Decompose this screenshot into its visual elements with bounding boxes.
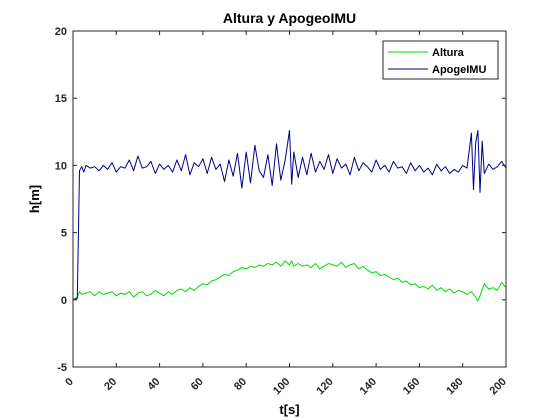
y-tick-label: -5 xyxy=(57,362,67,374)
x-tick-label: 140 xyxy=(358,376,379,397)
legend-label-apogeimu: ApogeIMU xyxy=(432,64,486,76)
y-tick-label: 20 xyxy=(55,26,67,38)
legend-label-altura: Altura xyxy=(432,47,465,59)
y-tick-label: 0 xyxy=(61,295,67,307)
legend-box xyxy=(382,40,499,80)
x-axis-label: t[s] xyxy=(279,402,299,417)
series-line-apogeimu xyxy=(72,130,507,301)
x-tick-label: 120 xyxy=(314,376,335,397)
x-tick-label: 160 xyxy=(401,376,422,397)
series-group xyxy=(72,130,507,302)
y-tick-label: 15 xyxy=(55,93,67,105)
legend: Altura ApogeIMU xyxy=(382,40,499,80)
series-line-altura xyxy=(72,260,507,302)
x-tick-label: 100 xyxy=(271,376,292,397)
x-tick-label: 80 xyxy=(232,376,249,393)
plot-frame xyxy=(72,30,507,368)
y-tick-label: 10 xyxy=(55,160,67,172)
y-tick-label: 5 xyxy=(61,228,67,240)
plot-area xyxy=(73,31,506,367)
x-tick-label: 40 xyxy=(145,376,162,393)
x-tick-label: 0 xyxy=(63,376,76,389)
x-tick-label: 180 xyxy=(444,376,465,397)
y-axis-label: h[m] xyxy=(27,185,42,213)
x-tick-label: 20 xyxy=(102,376,119,393)
x-tick-label: 60 xyxy=(189,376,206,393)
x-tick-label: 200 xyxy=(488,376,509,397)
chart-title: Altura y ApogeoIMU xyxy=(223,10,356,26)
